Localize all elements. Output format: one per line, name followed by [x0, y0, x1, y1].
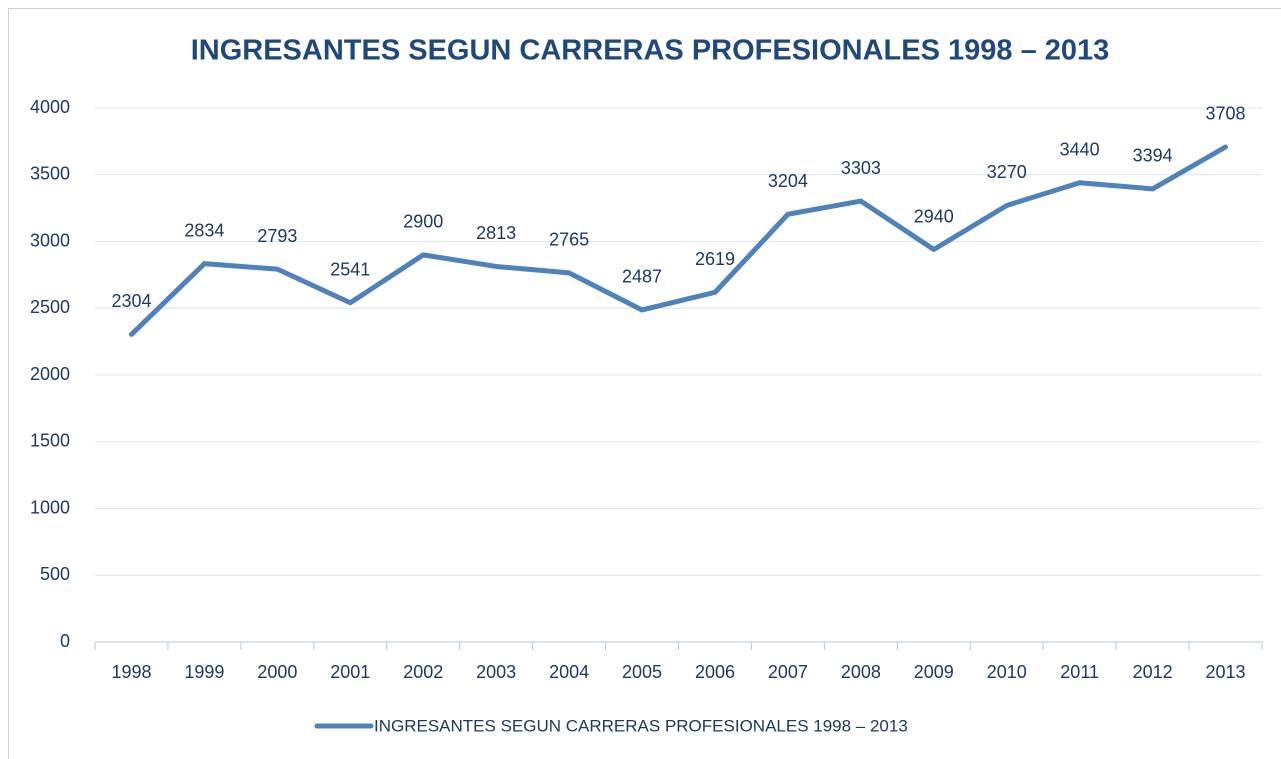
x-tick-label: 1999	[184, 662, 224, 682]
data-label: 3708	[1206, 104, 1246, 124]
x-tick-label: 2007	[768, 662, 808, 682]
data-label: 2813	[476, 223, 516, 243]
x-tick-label: 2006	[695, 662, 735, 682]
x-tick-label: 2009	[914, 662, 954, 682]
y-tick-label: 3000	[30, 230, 70, 250]
x-tick-label: 2012	[1133, 662, 1173, 682]
data-label: 2940	[914, 206, 954, 226]
data-label: 3440	[1060, 140, 1100, 160]
x-tick-label: 2010	[987, 662, 1027, 682]
y-tick-label: 1000	[30, 497, 70, 517]
chart-title: INGRESANTES SEGUN CARRERAS PROFESIONALES…	[191, 35, 1110, 67]
data-label: 2793	[257, 226, 297, 246]
line-series	[128, 144, 1229, 337]
y-tick-label: 1500	[30, 431, 70, 451]
y-tick-label: 500	[40, 564, 70, 584]
data-label: 3394	[1133, 146, 1173, 166]
x-tick-label: 1998	[111, 662, 151, 682]
x-tick-label: 2011	[1060, 662, 1099, 682]
x-tick-label: 2005	[622, 662, 662, 682]
data-label: 2834	[184, 220, 224, 240]
data-label: 2487	[622, 267, 662, 287]
legend-label: INGRESANTES SEGUN CARRERAS PROFESIONALES…	[374, 716, 908, 735]
y-tick-label: 2000	[30, 364, 70, 384]
data-label: 2900	[403, 212, 443, 232]
data-label: 2541	[330, 260, 370, 280]
y-tick-label: 4000	[30, 97, 70, 117]
data-label: 3204	[768, 171, 808, 191]
data-label: 2619	[695, 249, 735, 269]
x-tick-label: 2013	[1206, 662, 1246, 682]
y-tick-label: 2500	[30, 297, 70, 317]
x-tick-label: 2000	[257, 662, 297, 682]
x-tick-label: 2004	[549, 662, 589, 682]
x-tick-label: 2003	[476, 662, 516, 682]
data-label: 2765	[549, 230, 589, 250]
data-label: 3303	[841, 158, 881, 178]
data-label: 3270	[987, 162, 1027, 182]
data-label: 2304	[111, 291, 151, 311]
x-tick-label: 2001	[330, 662, 370, 682]
x-tick-label: 2002	[403, 662, 443, 682]
chart-border	[8, 8, 1281, 759]
y-tick-label: 3500	[30, 164, 70, 184]
x-tick-label: 2008	[841, 662, 881, 682]
y-tick-label: 0	[60, 631, 70, 651]
